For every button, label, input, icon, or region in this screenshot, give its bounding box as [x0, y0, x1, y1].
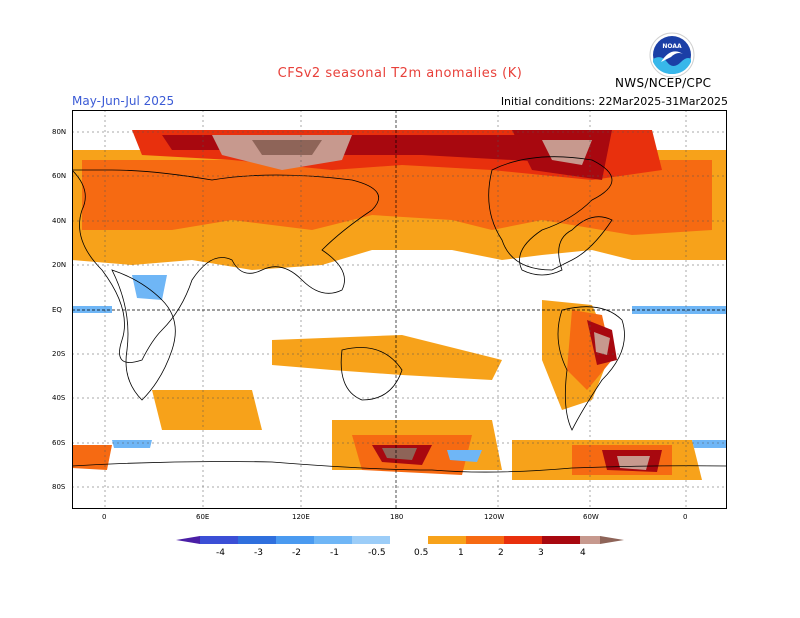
colorbar-swatch	[276, 536, 314, 544]
lon-label: 0	[683, 513, 688, 521]
lon-label: 0	[102, 513, 107, 521]
lat-label: 80S	[52, 483, 66, 491]
lon-label: 180	[390, 513, 404, 521]
forecast-period: May-Jun-Jul 2025	[72, 94, 175, 108]
anomaly-fill	[72, 130, 727, 480]
colorbar-swatch	[466, 536, 504, 544]
colorbar	[176, 536, 624, 544]
lon-label: 120W	[484, 513, 505, 521]
colorbar-swatch	[428, 536, 466, 544]
colorbar-label: -0.5	[368, 548, 386, 558]
major-axes	[72, 110, 727, 509]
colorbar-swatch	[580, 536, 600, 544]
lat-label: 80N	[52, 128, 67, 136]
colorbar-swatch	[200, 536, 238, 544]
lat-label: 40S	[52, 394, 66, 402]
lat-label: EQ	[52, 306, 62, 314]
grid-lines	[72, 110, 727, 509]
lat-label: 20N	[52, 261, 67, 269]
colorbar-swatch	[314, 536, 352, 544]
colorbar-lower-arrow	[176, 536, 200, 544]
colorbar-label: -2	[292, 548, 301, 558]
lat-label: 40N	[52, 217, 67, 225]
colorbar-swatch	[238, 536, 276, 544]
colorbar-upper-arrow	[600, 536, 624, 544]
colorbar-label: 0.5	[414, 548, 429, 558]
colorbar-label: -4	[216, 548, 225, 558]
colorbar-label: -1	[330, 548, 339, 558]
lon-label: 60E	[196, 513, 210, 521]
colorbar-label: 4	[580, 548, 586, 558]
lat-label: 60N	[52, 172, 67, 180]
initial-conditions: Initial conditions: 22Mar2025-31Mar2025	[500, 95, 728, 108]
lon-label: 60W	[583, 513, 599, 521]
noaa-logo-icon: NOAA	[649, 32, 695, 78]
colorbar-label: 2	[498, 548, 504, 558]
chart-title: CFSv2 seasonal T2m anomalies (K)	[277, 66, 523, 81]
lon-label: 120E	[292, 513, 310, 521]
agency-label: NWS/NCEP/CPC	[615, 76, 712, 90]
lat-label: 20S	[52, 350, 66, 358]
anomaly-map	[72, 110, 727, 509]
colorbar-swatch	[390, 536, 428, 544]
logo-text: NOAA	[662, 43, 682, 50]
colorbar-label: 3	[538, 548, 544, 558]
colorbar-label: -3	[254, 548, 263, 558]
lat-label: 60S	[52, 439, 66, 447]
colorbar-swatch	[542, 536, 580, 544]
colorbar-swatch	[504, 536, 542, 544]
colorbar-swatch	[352, 536, 390, 544]
colorbar-label: 1	[458, 548, 464, 558]
